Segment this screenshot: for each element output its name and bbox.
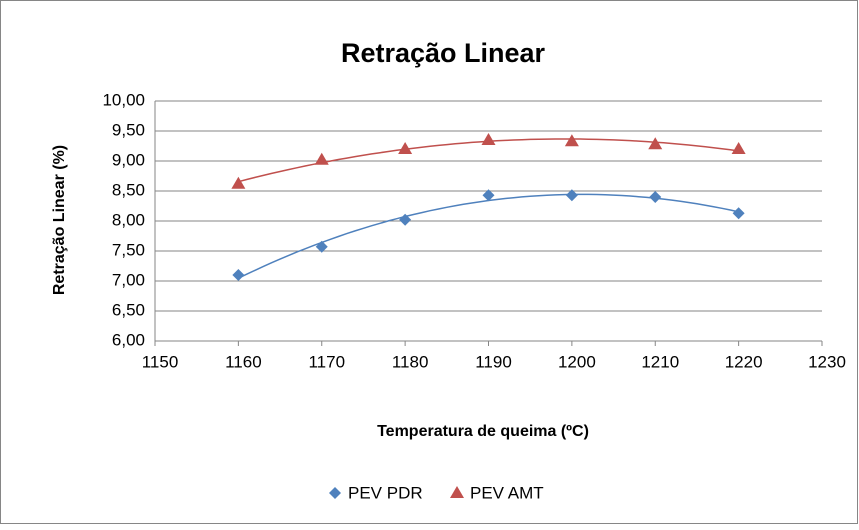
y-tick-label: 8,00 bbox=[112, 210, 145, 229]
legend-label: PEV AMT bbox=[470, 483, 544, 502]
x-tick-label: 1170 bbox=[308, 352, 345, 371]
y-tick-label: 9,00 bbox=[112, 150, 145, 169]
point bbox=[398, 142, 413, 154]
x-tick-label: 1180 bbox=[392, 352, 429, 371]
y-tick-label: 7,50 bbox=[112, 240, 145, 259]
point bbox=[232, 269, 245, 281]
chart-title: Retração Linear bbox=[341, 38, 546, 68]
x-tick-label: 1200 bbox=[558, 352, 596, 371]
point bbox=[648, 137, 663, 150]
point bbox=[732, 207, 745, 220]
point bbox=[649, 191, 662, 203]
legend-marker bbox=[329, 487, 341, 499]
point bbox=[731, 142, 746, 154]
x-tick-label: 1220 bbox=[725, 352, 763, 371]
y-tick-label: 6,50 bbox=[112, 300, 145, 319]
x-tick-label: 1190 bbox=[475, 352, 512, 371]
point bbox=[565, 189, 578, 202]
legend-label: PEV PDR bbox=[348, 483, 423, 502]
y-tick-label: 6,00 bbox=[112, 330, 145, 349]
y-tick-label: 8,50 bbox=[112, 180, 145, 199]
point bbox=[399, 213, 412, 226]
y-tick-label: 10,00 bbox=[102, 90, 145, 109]
point bbox=[482, 189, 495, 202]
y-axis-label: Retração Linear (%) bbox=[51, 145, 68, 295]
x-axis-label: Temperatura de queima (ºC) bbox=[377, 423, 589, 440]
x-tick-label: 1230 bbox=[808, 352, 846, 371]
legend-marker bbox=[450, 486, 464, 498]
x-tick-label: 1160 bbox=[225, 352, 262, 371]
point bbox=[231, 176, 246, 189]
point bbox=[315, 240, 328, 253]
x-tick-label: 1150 bbox=[142, 352, 179, 371]
y-tick-label: 9,50 bbox=[112, 120, 145, 139]
y-tick-label: 7,00 bbox=[112, 270, 145, 289]
point bbox=[314, 152, 329, 165]
point bbox=[481, 133, 496, 145]
point bbox=[564, 134, 579, 147]
x-tick-label: 1210 bbox=[641, 352, 679, 371]
